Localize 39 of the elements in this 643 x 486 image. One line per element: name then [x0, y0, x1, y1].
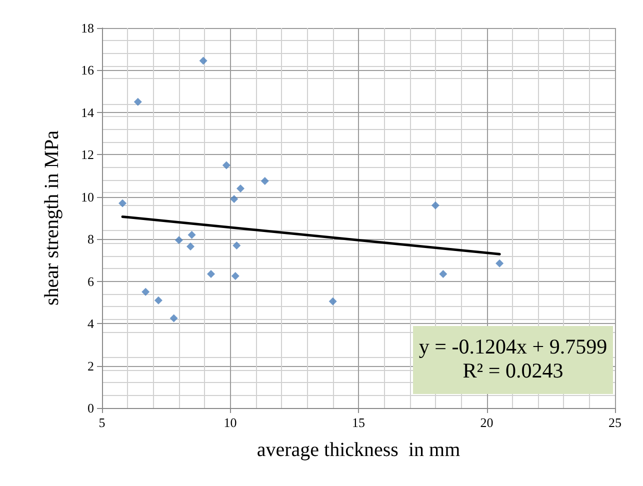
x-tick-label: 25	[608, 415, 622, 430]
y-tick-label: 2	[88, 358, 94, 374]
point	[118, 199, 127, 208]
y-tick-label: 6	[88, 274, 94, 289]
x-tick-label: 20	[480, 415, 494, 430]
y-tick-label: 4	[88, 316, 94, 332]
y-tick-label: 14	[81, 104, 94, 120]
point	[496, 259, 504, 268]
x-axis-title: average thickness in mm	[256, 439, 461, 461]
point	[154, 296, 162, 304]
point	[230, 195, 238, 203]
y-tick-label: 16	[81, 62, 94, 78]
point	[439, 270, 448, 278]
point	[328, 297, 337, 306]
point	[186, 242, 194, 250]
annotation: y = -0.1204x + 9.7599	[418, 334, 608, 358]
y-tick-label: 8	[88, 232, 94, 247]
point	[232, 241, 241, 250]
point	[188, 230, 196, 239]
point	[207, 270, 216, 278]
point	[174, 236, 183, 244]
x-tick-label: 15	[352, 415, 365, 430]
x-tick-label: 5	[98, 415, 106, 430]
annotation: R² = 0.0243	[462, 358, 564, 382]
point	[170, 314, 178, 322]
x-tick-label: 10	[224, 415, 237, 430]
point	[199, 56, 208, 65]
y-axis-title: shear strength in MPa	[41, 130, 63, 306]
point	[231, 272, 240, 280]
point	[142, 288, 150, 296]
point	[222, 161, 230, 170]
y-tick-label: 0	[88, 400, 94, 416]
point	[134, 98, 142, 106]
y-tick-label: 18	[81, 20, 94, 36]
point	[236, 184, 245, 192]
y-tick-label: 10	[81, 189, 94, 204]
point	[260, 177, 269, 186]
y-tick-label: 12	[81, 147, 94, 162]
point	[431, 201, 440, 210]
